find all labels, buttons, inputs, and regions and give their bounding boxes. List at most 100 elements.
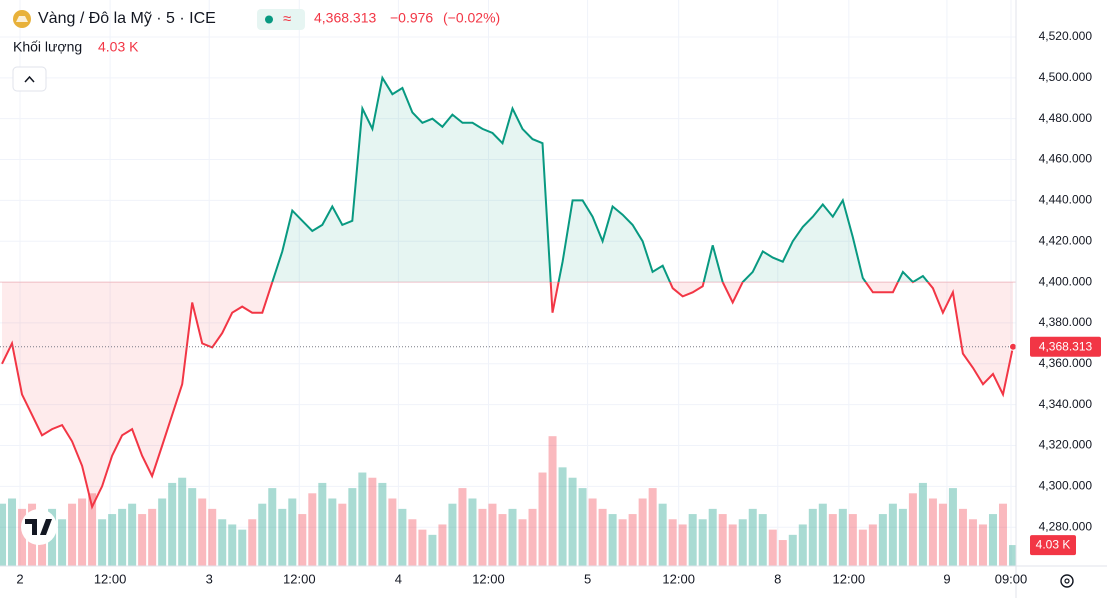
volume-bar	[418, 529, 427, 566]
volume-bar	[288, 498, 297, 566]
volume-bar	[188, 488, 197, 566]
price-line-down	[1, 282, 1014, 510]
volume-bar	[918, 482, 927, 566]
volume-bar	[988, 514, 997, 566]
volume-bars	[0, 436, 1016, 566]
volume-bar	[718, 514, 727, 566]
volume-bar	[728, 524, 737, 566]
volume-bar	[318, 482, 327, 566]
volume-bar	[958, 508, 967, 566]
status-icon: ≈	[283, 10, 291, 27]
area-up	[272, 77, 928, 283]
y-tick-label: 4,400.000	[1039, 274, 1093, 288]
volume-bar	[128, 503, 137, 566]
header-change-pct: (−0.02%)	[443, 10, 500, 26]
price-area	[0, 75, 1017, 510]
y-tick-label: 4,520.000	[1039, 29, 1093, 43]
collapse-icon	[24, 75, 35, 83]
volume-bar	[708, 508, 717, 566]
volume-bar	[598, 508, 607, 566]
volume-bar	[478, 508, 487, 566]
x-tick-label: 4	[395, 571, 402, 586]
volume-bar	[858, 529, 867, 566]
x-tick-label: 3	[206, 571, 213, 586]
volume-label: 4.03 K	[1036, 538, 1071, 552]
settings-icon[interactable]	[1060, 574, 1074, 588]
volume-bar	[878, 514, 887, 566]
volume-bar	[628, 514, 637, 566]
volume-bar	[328, 498, 337, 566]
volume-bar	[398, 508, 407, 566]
volume-bar	[168, 482, 177, 566]
header-change: −0.976	[390, 10, 433, 26]
volume-bar	[738, 519, 747, 566]
y-tick-label: 4,460.000	[1039, 152, 1093, 166]
x-tick-label: 12:00	[662, 571, 695, 586]
volume-bar	[338, 503, 347, 566]
volume-bar	[228, 524, 237, 566]
x-tick-label: 5	[584, 571, 591, 586]
volume-bar	[698, 519, 707, 566]
volume-bar	[218, 519, 227, 566]
volume-bar	[438, 524, 447, 566]
volume-bar	[488, 503, 497, 566]
logo-bg	[21, 509, 57, 545]
volume-bar	[358, 472, 367, 566]
x-tick-label: 09:00	[995, 571, 1028, 586]
volume-bar	[568, 477, 577, 566]
y-tick-label: 4,500.000	[1039, 70, 1093, 84]
price-label: 4,368.313	[1039, 339, 1093, 353]
volume-bar	[998, 503, 1007, 566]
volume-bar	[498, 514, 507, 566]
volume-bar	[458, 488, 467, 566]
y-tick-label: 4,440.000	[1039, 193, 1093, 207]
volume-bar	[688, 514, 697, 566]
volume-bar	[468, 498, 477, 566]
volume-bar	[0, 503, 7, 566]
y-tick-label: 4,340.000	[1039, 397, 1093, 411]
logo	[25, 519, 52, 535]
volume-legend-value: 4.03 K	[98, 39, 139, 55]
symbol-title: Vàng / Đô la Mỹ · 5 · ICE	[38, 10, 216, 27]
volume-label-box	[1030, 535, 1076, 556]
symbol-icon-shape	[16, 16, 28, 22]
volume-bar	[208, 508, 217, 566]
volume-bar	[448, 503, 457, 566]
collapse-button[interactable]	[12, 66, 47, 92]
volume-bar	[608, 514, 617, 566]
settings-icon-center	[1064, 578, 1070, 584]
volume-bar	[278, 508, 287, 566]
volume-bar	[618, 519, 627, 566]
volume-bar	[78, 498, 87, 566]
volume-bar	[748, 508, 757, 566]
volume-bar	[508, 508, 517, 566]
volume-bar	[98, 519, 107, 566]
volume-bar	[58, 519, 67, 566]
volume-bar	[908, 493, 917, 566]
y-tick-label: 4,320.000	[1039, 438, 1093, 452]
volume-bar	[788, 534, 797, 566]
y-tick-label: 4,360.000	[1039, 356, 1093, 370]
volume-bar	[18, 508, 27, 566]
volume-bar	[118, 508, 127, 566]
volume-bar	[558, 467, 567, 566]
volume-bar	[348, 488, 357, 566]
x-tick-label: 12:00	[283, 571, 316, 586]
volume-bar	[978, 524, 987, 566]
volume-bar	[258, 503, 267, 566]
volume-bar	[638, 498, 647, 566]
volume-bar	[968, 519, 977, 566]
x-tick-label: 12:00	[472, 571, 505, 586]
volume-bar	[778, 540, 787, 566]
volume-bar	[538, 472, 547, 566]
volume-bar	[898, 508, 907, 566]
volume-bar	[308, 493, 317, 566]
volume-bar	[138, 514, 147, 566]
volume-bar	[548, 436, 557, 566]
volume-bar	[818, 503, 827, 566]
price-line-up	[271, 75, 930, 283]
volume-bar	[928, 498, 937, 566]
volume-bar	[178, 477, 187, 566]
x-tick-label: 2	[16, 571, 23, 586]
